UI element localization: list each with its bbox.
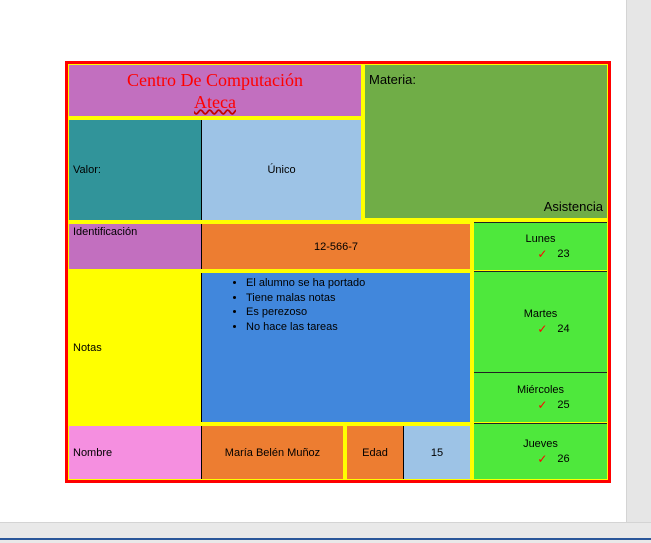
day-cell-martes: Martes ✓ 24 [474,271,607,372]
day-number: 23 [557,247,570,260]
materia-cell: Materia: Asistencia [365,65,607,218]
vertical-scrollbar[interactable] [626,0,651,524]
valor-label-cell: Valor: [69,120,202,220]
valor-label: Valor: [73,164,101,176]
asistencia-label: Asistencia [543,199,603,214]
edad-label-cell: Edad [347,426,404,479]
ident-value: 12-566-7 [313,240,359,253]
nombre-label: Nombre [73,446,113,459]
edad-value-cell: 15 [404,426,470,479]
list-item: Tiene malas notas [246,291,470,306]
valor-value: Único [267,164,296,176]
nombre-value: María Belén Muñoz [224,446,321,459]
ident-label-cell: Identificación [69,224,202,269]
check-icon: ✓ [537,451,548,466]
list-item: No hace las tareas [246,320,470,335]
title-cell: Centro De Computación Ateca [69,65,361,116]
materia-label: Materia: [369,72,416,87]
day-name: Martes [523,308,558,320]
day-cell-jueves: Jueves ✓ 26 [474,423,607,479]
day-cell-lunes: Lunes ✓ 23 [474,222,607,270]
notas-label: Notas [73,341,102,354]
day-name: Jueves [523,437,558,450]
day-number: 24 [557,323,570,335]
notes-list: El alumno se ha portado Tiene malas nota… [202,276,470,334]
notas-list-cell: El alumno se ha portado Tiene malas nota… [202,273,470,422]
day-cell-miercoles: Miércoles ✓ 25 [474,372,607,422]
schedule-table: Centro De Computación Ateca Materia: Asi… [65,61,611,483]
day-number: 25 [557,398,570,411]
day-name: Miércoles [516,383,565,396]
check-icon: ✓ [537,397,548,412]
list-item: Es perezoso [246,305,470,320]
list-item: El alumno se ha portado [246,276,470,291]
edad-label: Edad [362,446,388,459]
ident-label: Identificación [73,226,138,238]
status-bar-accent [0,538,651,540]
ident-value-cell: 12-566-7 [202,224,470,269]
valor-value-cell: Único [202,120,361,220]
check-icon: ✓ [537,246,548,261]
edad-value: 15 [430,446,444,459]
check-icon: ✓ [537,322,548,336]
day-name: Lunes [525,232,556,245]
nombre-label-cell: Nombre [69,426,202,479]
status-bar [0,522,651,543]
notas-label-cell: Notas [69,273,202,422]
nombre-value-cell: María Belén Muñoz [202,426,343,479]
title-line-1: Centro De Computación [127,69,303,90]
day-number: 26 [557,452,570,465]
title-line-2: Ateca [194,91,236,112]
